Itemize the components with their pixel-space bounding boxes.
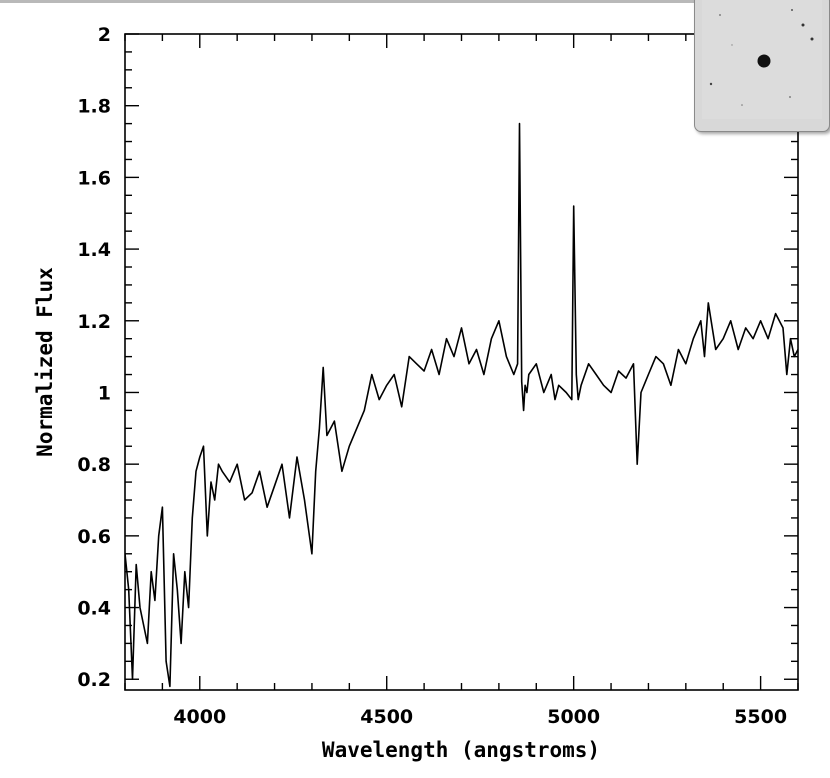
y-tick-label: 1.4: [77, 239, 111, 261]
y-axis: 0.2 0.4 0.6 0.8 1 1.2 1.4 1.6 1.8 2: [77, 24, 798, 691]
plot-frame: [124, 33, 799, 691]
top-border: [0, 0, 830, 3]
background-star: [719, 14, 721, 16]
finder-thumbnail: [694, 0, 830, 132]
thumbnail-image: [702, 0, 822, 119]
y-tick-label: 0.6: [77, 526, 111, 548]
y-tick-label: 1.6: [77, 167, 111, 189]
x-tick-label: 4500: [360, 706, 413, 728]
y-axis-title: Normalized Flux: [33, 267, 57, 457]
background-star: [731, 44, 733, 46]
x-tick-label: 5500: [734, 706, 787, 728]
y-tick-label: 0.2: [77, 669, 111, 691]
y-tick-label: 0.8: [77, 454, 111, 476]
x-tick-label: 4000: [173, 706, 226, 728]
background-star: [789, 96, 791, 98]
x-tick-label: 5000: [547, 706, 600, 728]
background-star: [709, 82, 713, 86]
y-tick-label: 1: [98, 382, 111, 404]
background-star: [791, 9, 793, 11]
y-tick-label: 1.8: [77, 96, 111, 118]
background-star: [801, 23, 805, 27]
series-line-flux: [125, 122, 798, 688]
x-axis: 4000 4500 5000 5500: [124, 34, 799, 728]
y-tick-label: 2: [98, 24, 111, 46]
background-star: [810, 37, 814, 41]
target-star: [757, 54, 771, 68]
background-star: [741, 104, 743, 106]
y-tick-label: 1.2: [77, 311, 111, 333]
x-axis-title: Wavelength (angstroms): [322, 738, 600, 762]
star-field: [709, 9, 814, 106]
y-tick-label: 0.4: [77, 598, 111, 620]
plot-border: [124, 33, 799, 691]
